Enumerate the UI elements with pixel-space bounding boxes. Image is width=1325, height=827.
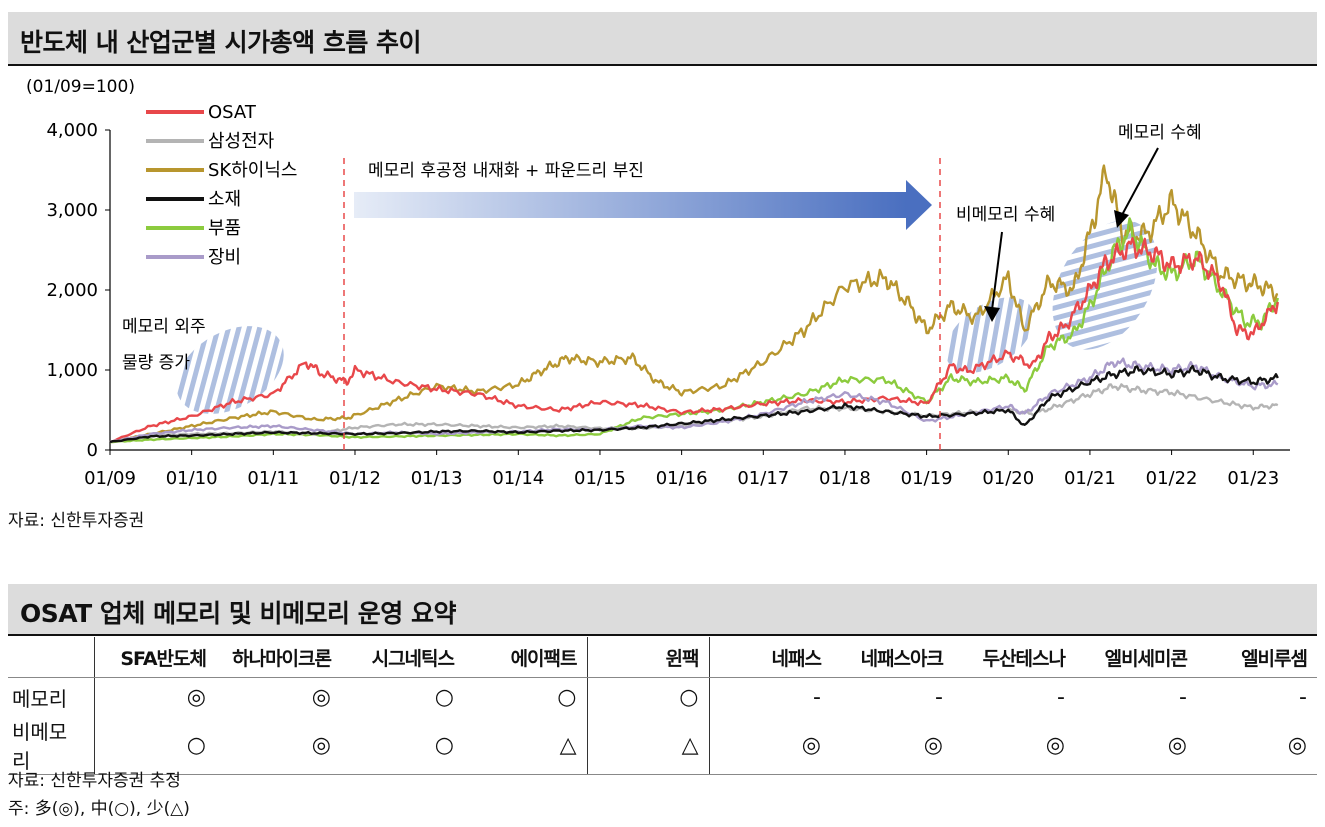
column-header: 네패스 [709,637,831,678]
x-tick-label: 01/12 [329,468,381,489]
chart-section-title: 반도체 내 산업군별 시가총액 흐름 추이 [20,28,422,57]
memory-highlight [1052,220,1158,350]
table-cell: △ [464,716,588,775]
table-cell: ◎ [831,716,953,775]
non-memory-highlight [945,297,1035,373]
column-header: 윈팩 [587,637,710,678]
column-header: 두산테스나 [953,637,1075,678]
y-tick-label: 4,000 [46,120,98,141]
legend-label: SK하이닉스 [208,160,297,181]
y-tick-label: 1,000 [46,360,98,381]
x-tick-label: 01/19 [901,468,953,489]
x-tick-label: 01/13 [411,468,463,489]
table-note: 주: 多(◎), 中(○), 少(△) [8,799,190,819]
row-label: 비메모리 [8,716,95,775]
table-cell: ◎ [953,716,1075,775]
chart-source: 자료: 신한투자증권 [8,511,145,531]
column-header: 네패스아크 [831,637,953,678]
annotation-outsourcing: 메모리 외주 [122,317,206,337]
table-cell: ◎ [311,684,331,710]
table-cell: ◎ [709,716,831,775]
annotation-outsourcing-2: 물량 증가 [122,353,190,373]
table-cell: △ [587,716,710,775]
table-cell: - [813,684,821,710]
y-tick-label: 0 [87,440,98,461]
legend-label: OSAT [208,102,257,123]
x-tick-label: 01/10 [166,468,218,489]
osat-summary-table: SFA반도체 하나마이크론 시그네틱스 에이팩트 윈팩 네패스 네패스아크 두산… [8,637,1317,775]
outsourcing-highlight [176,326,284,414]
x-tick-label: 01/21 [1064,468,1116,489]
table-source: 자료: 신한투자증권 추정 [8,771,181,791]
period-arrow [354,180,932,230]
table-section-title-bar: OSAT 업체 메모리 및 비메모리 운영 요약 [8,584,1317,636]
annotation-memory: 메모리 수혜 [1118,123,1202,143]
series-line-4 [110,217,1279,444]
series-line-3 [109,364,1279,444]
table-cell: ○ [464,677,588,716]
table-section-title: OSAT 업체 메모리 및 비메모리 운영 요약 [20,599,456,628]
column-header: 시그네틱스 [341,637,464,678]
column-header: 엘비루셈 [1197,637,1317,678]
table-cell: - [935,684,943,710]
table-cell: ○ [341,716,464,775]
table-corner-cell [8,637,95,678]
chart-section-title-bar: 반도체 내 산업군별 시가총액 흐름 추이 [8,12,1317,66]
table-cell: ◎ [1075,716,1197,775]
series-line-5 [109,357,1279,443]
annotation-period: 메모리 후공정 내재화 + 파운드리 부진 [368,161,644,181]
x-tick-label: 01/22 [1146,468,1198,489]
table-cell: - [1057,684,1065,710]
table-cell: ○ [434,684,454,710]
table-cell: ◎ [1197,716,1317,775]
y-tick-label: 2,000 [46,280,98,301]
legend-label: 부품 [208,218,241,239]
table-row-non-memory: 비메모리 ○ ◎ ○ △ △ ◎ ◎ ◎ ◎ ◎ [8,716,1317,775]
table-cell: - [1299,684,1307,710]
table-cell: ○ [94,716,216,775]
legend-label: 삼성전자 [208,131,275,152]
market-cap-line-chart: (01/09=100) 0 1,000 2,000 3,000 4,000 01/09 01… [26,77,1290,489]
x-tick-label: 01/18 [819,468,871,489]
table-cell: ○ [587,677,710,716]
non-memory-arrow [984,231,1003,322]
column-header: 엘비세미콘 [1075,637,1197,678]
x-tick-label: 01/16 [656,468,708,489]
x-tick-label: 01/20 [982,468,1034,489]
x-tick-label: 01/15 [574,468,626,489]
column-header: 에이팩트 [464,637,588,678]
x-tick-label: 01/09 [84,468,136,489]
table-cell: ◎ [216,716,341,775]
table-row-memory: 메모리 ◎ ◎ ○ ○ ○ - - - - - [8,677,1317,716]
x-tick-label: 01/11 [247,468,299,489]
x-tick-label: 01/17 [737,468,789,489]
row-label: 메모리 [8,677,95,716]
legend-label: 소재 [208,189,241,210]
y-unit-label: (01/09=100) [26,77,135,97]
legend-label: 장비 [208,247,241,268]
column-header: SFA반도체 [94,637,216,678]
table-cell: ◎ [186,684,206,710]
memory-arrow [1114,147,1159,228]
table-cell: - [1179,684,1187,710]
x-tick-label: 01/14 [492,468,544,489]
y-tick-label: 3,000 [46,200,98,221]
x-tick-label: 01/23 [1227,468,1279,489]
annotation-non-memory: 비메모리 수혜 [956,205,1055,225]
table-header-row: SFA반도체 하나마이크론 시그네틱스 에이팩트 윈팩 네패스 네패스아크 두산… [8,637,1317,678]
column-header: 하나마이크론 [216,637,341,678]
